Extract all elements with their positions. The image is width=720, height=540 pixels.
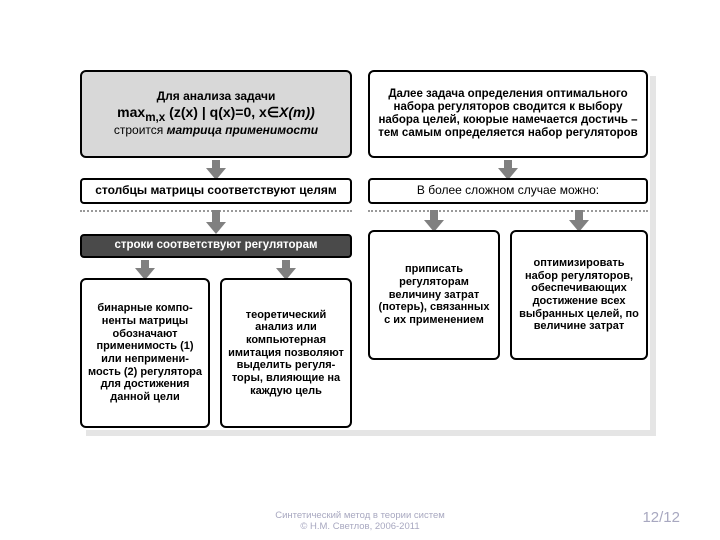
analyze-line1: Для анализа задачи <box>157 90 276 104</box>
opt-text: оптимизировать набор регуляторов, обеспе… <box>518 257 640 333</box>
box-costs: приписать регуляторам величину затрат (п… <box>368 230 500 360</box>
more-text: В более сложном случае можно: <box>417 184 599 198</box>
box-binary: бинарные компо-ненты матрицы обозначают … <box>80 278 210 428</box>
footer-line2: © Н.М. Светлов, 2006-2011 <box>0 521 720 532</box>
shadow-bottom <box>86 430 656 436</box>
theory-text: теоретический анализ или компьютерная им… <box>228 309 344 397</box>
box-analyze-task: Для анализа задачи maxm,x (z(x) | q(x)=0… <box>80 70 352 158</box>
costs-text: приписать регуляторам величину затрат (п… <box>376 263 492 326</box>
box-columns: столбцы матрицы соответствуют целям <box>80 178 352 204</box>
page-number: 12/12 <box>642 509 680 526</box>
shadow-right <box>650 76 656 434</box>
box-rows: строки соответствуют регуляторам <box>80 234 352 258</box>
analyze-formula: maxm,x (z(x) | q(x)=0, x∈X(m)) <box>117 104 315 124</box>
binary-text: бинарные компо-ненты матрицы обозначают … <box>88 302 202 403</box>
box-optimize: оптимизировать набор регуляторов, обеспе… <box>510 230 648 360</box>
rows-text: строки соответствуют регуляторам <box>114 239 317 252</box>
arrow-3-head <box>206 222 226 234</box>
box-more-complex: В более сложном случае можно: <box>368 178 648 204</box>
box-theory: теоретический анализ или компьютерная им… <box>220 278 352 428</box>
diagram-canvas: Для анализа задачи maxm,x (z(x) | q(x)=0… <box>80 70 650 470</box>
footer: Синтетический метод в теории систем © Н.… <box>0 510 720 532</box>
footer-line1: Синтетический метод в теории систем <box>0 510 720 521</box>
dots-right <box>368 210 648 212</box>
next-task-text: Далее задача определения оптимального на… <box>376 88 640 141</box>
analyze-line3: строится матрица применимости <box>114 124 318 138</box>
box-next-task: Далее задача определения оптимального на… <box>368 70 648 158</box>
columns-text: столбцы матрицы соответствуют целям <box>95 184 337 198</box>
